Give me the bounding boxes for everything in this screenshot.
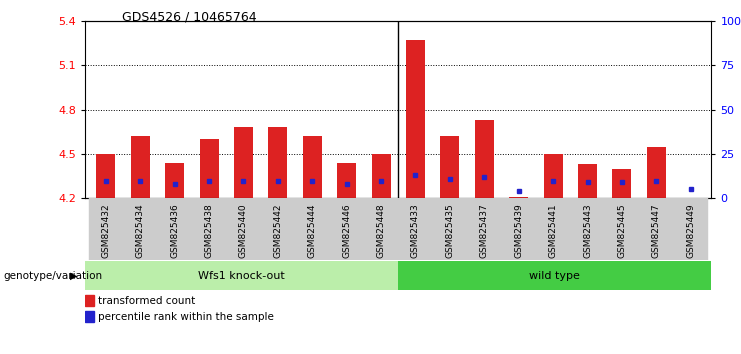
Text: GSM825438: GSM825438 <box>205 203 213 258</box>
Bar <box>85 311 95 322</box>
Text: ▶: ▶ <box>70 271 78 281</box>
Bar <box>234 127 253 198</box>
Bar <box>199 139 219 198</box>
Bar <box>123 198 157 260</box>
Text: GSM825434: GSM825434 <box>136 203 144 258</box>
Text: GSM825441: GSM825441 <box>548 203 558 258</box>
Bar <box>475 120 494 198</box>
Bar <box>165 163 184 198</box>
Bar <box>613 169 631 198</box>
Text: GSM825442: GSM825442 <box>273 203 282 258</box>
Bar <box>364 198 399 260</box>
Bar <box>372 154 391 198</box>
Bar <box>268 127 288 198</box>
Bar <box>433 198 467 260</box>
Text: GSM825447: GSM825447 <box>652 203 661 258</box>
Bar <box>85 261 399 290</box>
Bar <box>605 198 639 260</box>
Bar <box>502 198 536 260</box>
Text: GSM825449: GSM825449 <box>686 203 695 258</box>
Text: GSM825433: GSM825433 <box>411 203 420 258</box>
Bar <box>89 198 123 260</box>
Bar <box>440 136 459 198</box>
Bar <box>330 198 364 260</box>
Text: GSM825448: GSM825448 <box>376 203 385 258</box>
Bar <box>295 198 330 260</box>
Text: percentile rank within the sample: percentile rank within the sample <box>98 312 274 322</box>
Bar <box>399 261 711 290</box>
Text: GSM825443: GSM825443 <box>583 203 592 258</box>
Bar <box>674 198 708 260</box>
Bar <box>639 198 674 260</box>
Text: GDS4526 / 10465764: GDS4526 / 10465764 <box>122 11 257 24</box>
Bar <box>647 147 665 198</box>
Text: wild type: wild type <box>529 271 580 281</box>
Text: GSM825445: GSM825445 <box>617 203 626 258</box>
Bar <box>467 198 502 260</box>
Text: GSM825436: GSM825436 <box>170 203 179 258</box>
Bar <box>578 164 597 198</box>
Text: transformed count: transformed count <box>98 296 196 306</box>
Bar <box>399 198 433 260</box>
Bar <box>337 163 356 198</box>
Bar <box>509 197 528 198</box>
Bar <box>544 154 562 198</box>
Bar <box>96 154 116 198</box>
Text: GSM825444: GSM825444 <box>308 203 317 258</box>
Text: GSM825439: GSM825439 <box>514 203 523 258</box>
Bar <box>192 198 226 260</box>
Bar <box>571 198 605 260</box>
Bar <box>303 136 322 198</box>
Bar <box>85 295 95 306</box>
Bar <box>226 198 261 260</box>
Bar <box>261 198 295 260</box>
Text: GSM825437: GSM825437 <box>479 203 489 258</box>
Text: GSM825432: GSM825432 <box>102 203 110 258</box>
Text: GSM825446: GSM825446 <box>342 203 351 258</box>
Text: genotype/variation: genotype/variation <box>4 271 103 281</box>
Text: GSM825440: GSM825440 <box>239 203 248 258</box>
Bar <box>131 136 150 198</box>
Bar <box>406 40 425 198</box>
Bar <box>157 198 192 260</box>
Text: Wfs1 knock-out: Wfs1 knock-out <box>199 271 285 281</box>
Text: GSM825435: GSM825435 <box>445 203 454 258</box>
Bar <box>536 198 571 260</box>
